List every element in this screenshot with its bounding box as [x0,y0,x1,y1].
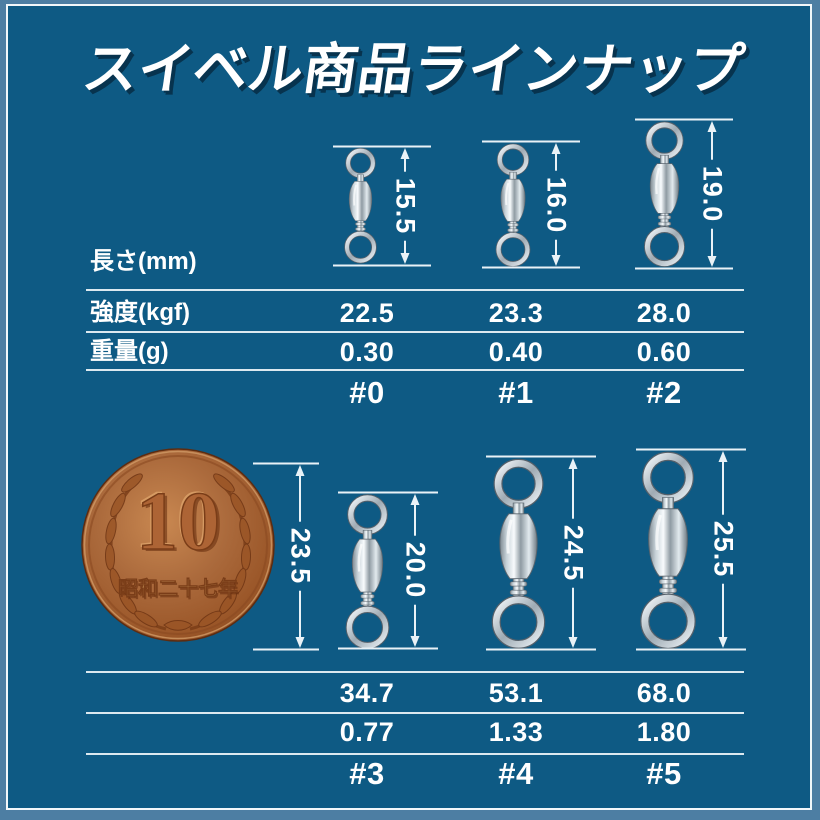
coin-diameter-annotation: 23.5 [286,521,316,591]
page-title: スイベル商品ラインナップ [78,38,748,100]
length-annotation-0: 15.5 [391,171,421,241]
laurel-wreath [104,473,252,631]
weight-value-4: 1.33 [488,717,544,747]
strength-value-1: 23.3 [488,298,544,328]
size-label-5: #5 [646,756,682,791]
size-label-3: #3 [349,756,385,791]
table-divider [86,331,744,333]
coin-denomination-highlight: 10 [134,473,218,566]
length-annotation-5: 25.5 [709,514,739,584]
ten-yen-coin-image: 10 10 10 昭和二十七年 昭和二十七年 [81,448,275,642]
coin-era: 昭和二十七年 [118,576,238,600]
length-annotation-4: 24.5 [559,518,589,588]
table-divider [86,289,744,291]
row-label-strength: 強度(kgf) [90,299,190,326]
strength-value-5: 68.0 [636,678,692,708]
weight-value-1: 0.40 [488,337,544,367]
table-divider [86,671,744,673]
strength-value-3: 34.7 [339,678,395,708]
size-label-4: #4 [498,756,534,791]
size-label-1: #1 [498,375,534,410]
length-annotation-2: 19.0 [698,159,728,229]
weight-value-3: 0.77 [339,717,395,747]
row-label-weight: 重量(g) [90,338,169,365]
coin-denomination-shadow: 10 [139,477,223,570]
table-divider [86,753,744,755]
coin-era-shadow: 昭和二十七年 [120,578,240,602]
weight-value-2: 0.60 [636,337,692,367]
wreath-bow [163,620,193,631]
weight-value-0: 0.30 [339,337,395,367]
size-label-0: #0 [349,375,385,410]
size-label-2: #2 [646,375,682,410]
table-divider [86,369,744,371]
row-label-length: 長さ(mm) [90,248,197,275]
strength-value-4: 53.1 [488,678,544,708]
table-divider [86,712,744,714]
length-annotation-3: 20.0 [401,535,431,605]
weight-value-5: 1.80 [636,717,692,747]
strength-value-2: 28.0 [636,298,692,328]
strength-value-0: 22.5 [339,298,395,328]
length-annotation-1: 16.0 [542,170,572,240]
coin-denomination: 10 [136,475,220,568]
